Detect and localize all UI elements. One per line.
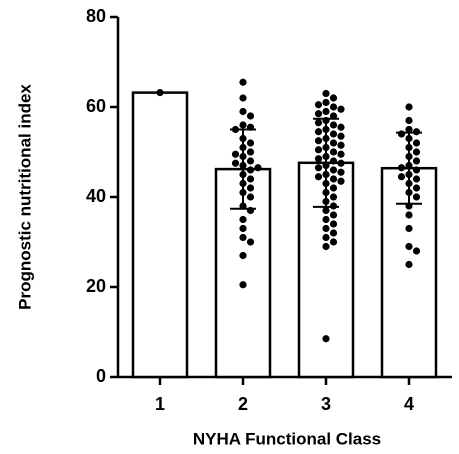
data-point bbox=[329, 148, 338, 156]
data-point bbox=[156, 89, 164, 97]
data-point bbox=[239, 224, 247, 233]
data-point bbox=[314, 101, 323, 109]
data-point bbox=[329, 166, 338, 174]
data-point bbox=[405, 260, 413, 269]
data-point bbox=[246, 148, 255, 156]
data-point bbox=[322, 98, 330, 107]
data-point bbox=[314, 146, 323, 154]
data-point bbox=[314, 173, 323, 181]
data-point bbox=[337, 123, 345, 131]
data-point bbox=[314, 155, 323, 163]
data-point bbox=[412, 247, 421, 255]
data-point bbox=[322, 107, 330, 116]
data-point bbox=[314, 110, 323, 118]
data-point bbox=[329, 121, 338, 129]
data-point bbox=[412, 157, 421, 165]
data-point bbox=[239, 78, 247, 86]
data-point bbox=[412, 175, 421, 183]
data-point bbox=[397, 173, 406, 181]
data-point bbox=[322, 335, 330, 343]
data-point bbox=[405, 116, 413, 125]
data-point bbox=[412, 184, 421, 192]
data-point bbox=[329, 103, 338, 111]
data-point bbox=[246, 157, 255, 165]
data-point bbox=[246, 184, 255, 192]
data-point bbox=[246, 193, 255, 201]
data-point bbox=[329, 229, 338, 237]
y-axis-title: Prognostic nutritional index bbox=[15, 84, 34, 310]
data-point bbox=[329, 184, 338, 192]
x-tick-label: 3 bbox=[321, 394, 331, 414]
data-point bbox=[337, 150, 345, 158]
data-point bbox=[246, 112, 255, 120]
bar bbox=[131, 91, 189, 379]
data-point bbox=[322, 215, 330, 224]
data-point bbox=[329, 130, 338, 138]
x-tick-label: 4 bbox=[404, 394, 414, 414]
data-point bbox=[246, 238, 255, 246]
data-point bbox=[239, 94, 247, 102]
data-point bbox=[246, 166, 255, 174]
data-point bbox=[405, 125, 413, 134]
data-point bbox=[246, 139, 255, 147]
data-point bbox=[239, 121, 247, 129]
data-point bbox=[239, 281, 247, 289]
data-point bbox=[239, 107, 247, 116]
data-point bbox=[322, 242, 330, 251]
y-tick-label: 20 bbox=[86, 276, 106, 296]
data-point bbox=[239, 251, 247, 260]
data-point bbox=[412, 148, 421, 156]
data-point bbox=[322, 233, 330, 242]
data-point bbox=[397, 130, 406, 138]
x-tick-label: 2 bbox=[238, 394, 248, 414]
data-point bbox=[314, 119, 323, 127]
y-tick-label: 40 bbox=[86, 186, 106, 206]
data-point bbox=[405, 211, 413, 219]
data-point bbox=[337, 168, 345, 176]
data-point bbox=[329, 211, 338, 219]
data-point bbox=[322, 224, 330, 233]
data-point bbox=[412, 139, 421, 147]
data-point bbox=[329, 157, 338, 165]
data-point bbox=[239, 233, 247, 242]
data-point bbox=[314, 137, 323, 145]
x-axis-title: NYHA Functional Class bbox=[193, 429, 381, 448]
x-tick-label: 1 bbox=[155, 394, 165, 414]
data-point bbox=[405, 103, 413, 111]
data-point bbox=[337, 105, 345, 113]
data-point bbox=[314, 164, 323, 172]
data-point bbox=[322, 206, 330, 215]
y-tick-label: 80 bbox=[86, 6, 106, 26]
data-point bbox=[329, 220, 338, 228]
data-point bbox=[397, 164, 406, 172]
data-point bbox=[329, 94, 338, 102]
data-point bbox=[329, 139, 338, 147]
data-point bbox=[329, 175, 338, 183]
y-tick-label: 0 bbox=[96, 366, 106, 386]
data-point bbox=[231, 150, 240, 158]
data-point bbox=[337, 141, 345, 149]
data-point bbox=[322, 89, 330, 98]
data-point bbox=[337, 159, 345, 167]
data-point bbox=[412, 193, 421, 201]
data-point bbox=[329, 193, 338, 201]
data-point bbox=[405, 224, 413, 233]
data-point bbox=[314, 128, 323, 136]
data-point bbox=[337, 132, 345, 140]
data-point bbox=[329, 238, 338, 246]
data-point bbox=[246, 175, 255, 183]
y-tick-label: 60 bbox=[86, 96, 106, 116]
data-point bbox=[412, 166, 421, 174]
data-point bbox=[231, 159, 240, 167]
data-point bbox=[337, 177, 345, 185]
data-point bbox=[405, 242, 413, 251]
data-point bbox=[254, 164, 262, 172]
data-point bbox=[239, 215, 247, 224]
